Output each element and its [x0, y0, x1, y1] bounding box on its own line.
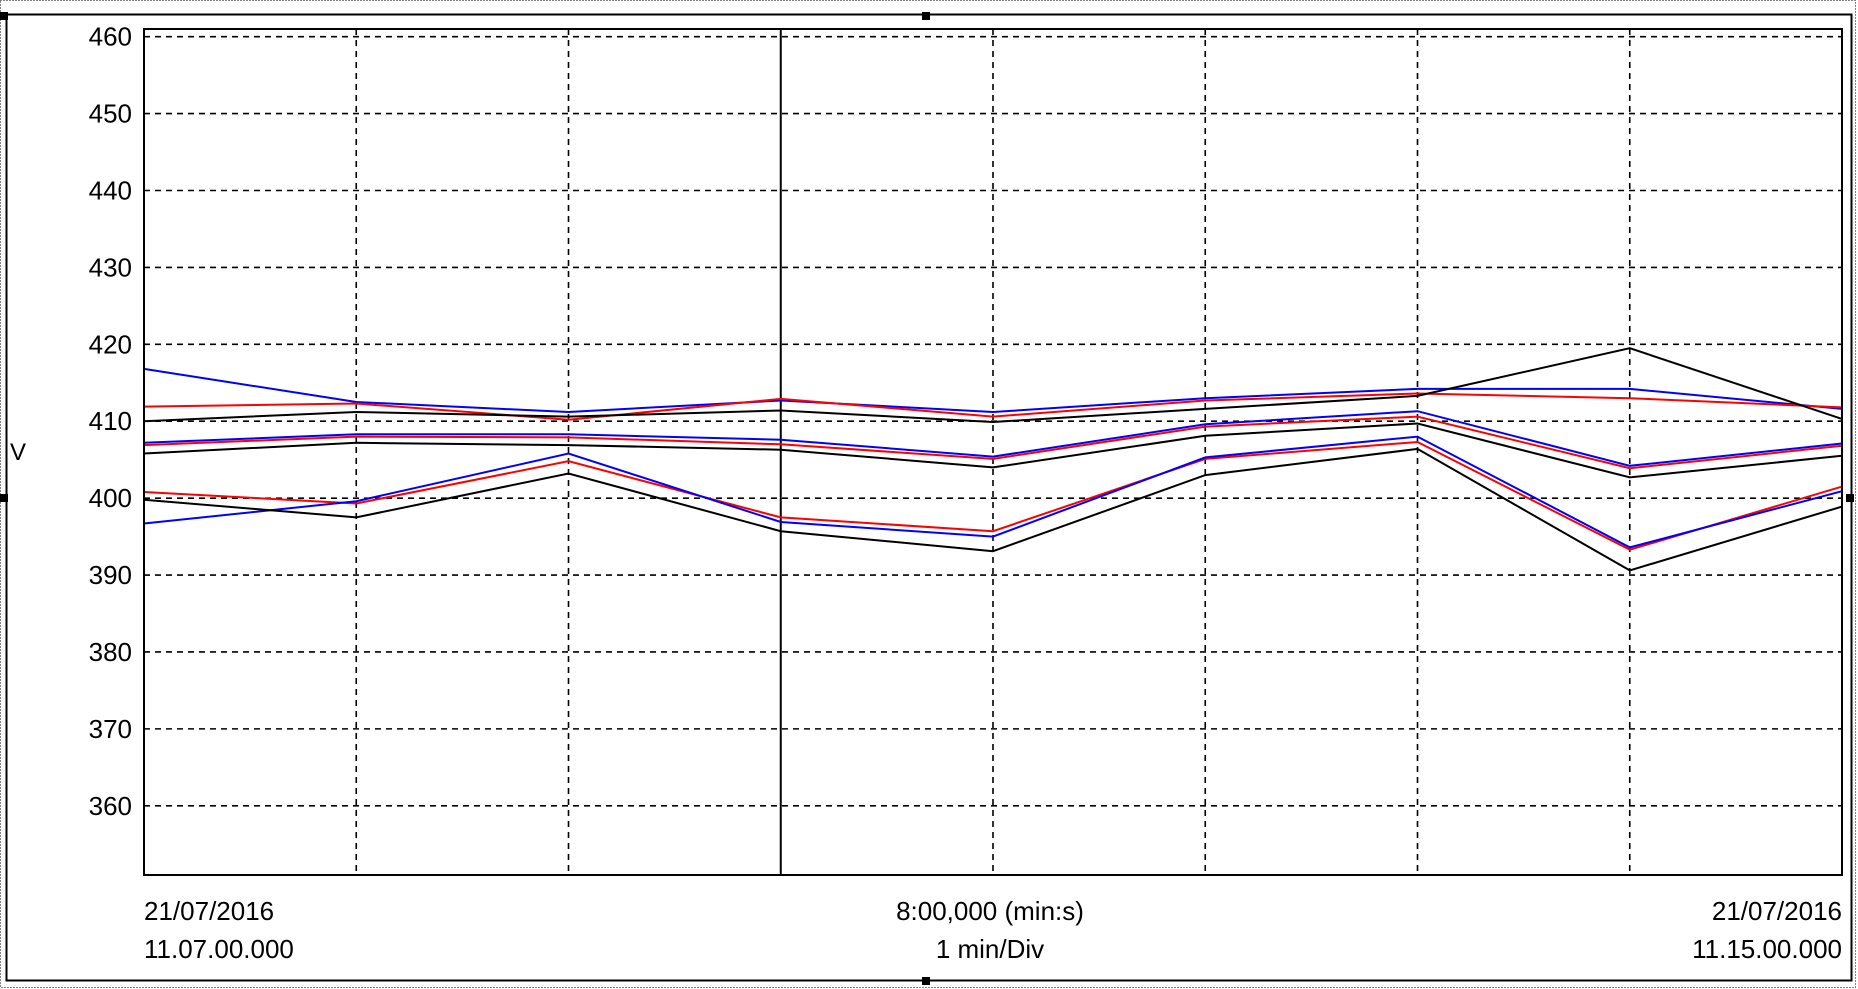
grid [144, 29, 1842, 875]
series-line-5 [143, 415, 1843, 470]
series-lines [143, 347, 1843, 572]
y-tick-label: 450 [89, 99, 132, 129]
series-line-4 [143, 410, 1843, 467]
footer-center-scale: 1 min/Div [936, 934, 1044, 964]
y-tick-label: 370 [89, 714, 132, 744]
y-tick-label: 460 [89, 22, 132, 52]
series-line-7 [143, 440, 1843, 551]
footer-right-date: 21/07/2016 [1712, 896, 1842, 926]
footer-right-time: 11.15.00.000 [1692, 934, 1842, 964]
series-line-3 [143, 347, 1843, 424]
y-tick-label: 360 [89, 791, 132, 821]
series-line-1 [143, 367, 1843, 414]
resize-handle-bottom[interactable] [922, 977, 930, 985]
y-tick-label: 440 [89, 176, 132, 206]
footer-left-time: 11.07.00.000 [144, 934, 294, 964]
resize-handle-top-left[interactable] [0, 12, 8, 20]
y-tick-label: 400 [89, 483, 132, 513]
resize-handle-right[interactable] [1846, 494, 1854, 502]
y-tick-label: 390 [89, 560, 132, 590]
resize-handle-left[interactable] [0, 494, 8, 502]
y-tick-label: 430 [89, 252, 132, 282]
y-tick-label: 380 [89, 637, 132, 667]
footer-center-duration: 8:00,000 (min:s) [896, 896, 1084, 926]
y-axis-ticks: 360 370 380 390 400 410 420 430 440 450 460 [89, 22, 132, 821]
series-line-9 [143, 447, 1843, 572]
footer-left-date: 21/07/2016 [144, 896, 274, 926]
series-line-2 [143, 392, 1843, 421]
y-axis-label: V [10, 439, 26, 466]
series-line-8 [143, 435, 1843, 549]
y-tick-label: 420 [89, 329, 132, 359]
resize-handle-top[interactable] [922, 12, 930, 20]
y-tick-label: 410 [89, 406, 132, 436]
plot-area [143, 28, 1843, 876]
series-line-6 [143, 422, 1843, 479]
